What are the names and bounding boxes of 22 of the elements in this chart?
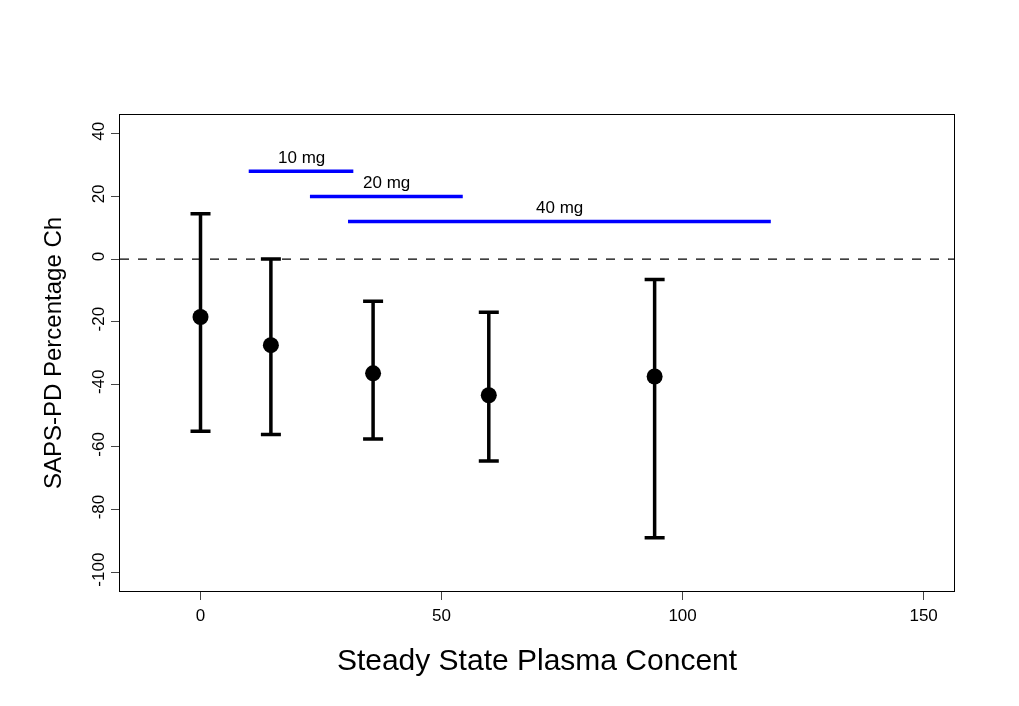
y-tick-label: 0 xyxy=(89,251,109,262)
y-tick-label: 20 xyxy=(89,184,109,204)
point xyxy=(365,365,382,382)
y-tick-label: -60 xyxy=(89,432,109,457)
y-tick-label: -40 xyxy=(89,369,109,395)
y-tick-label: -80 xyxy=(89,494,109,520)
y-tick-label: -100 xyxy=(89,552,109,587)
series-label: 10 mg xyxy=(278,148,326,167)
x-tick-label: 0 xyxy=(195,605,206,625)
point xyxy=(480,387,497,404)
x-tick-label: 50 xyxy=(432,605,452,625)
y-tick-label: 40 xyxy=(89,121,109,141)
point xyxy=(192,308,209,325)
point xyxy=(646,368,663,385)
series-label: 40 mg xyxy=(536,198,584,217)
x-tick-label: 100 xyxy=(668,605,697,625)
point xyxy=(262,337,279,354)
series-label: 20 mg xyxy=(363,173,411,192)
x-tick-label: 150 xyxy=(909,605,938,625)
y-tick-label: -20 xyxy=(89,306,109,332)
x-axis-title: Steady State Plasma Concent xyxy=(336,643,738,677)
y-axis-title: SAPS-PD Percentage Ch xyxy=(39,216,67,490)
